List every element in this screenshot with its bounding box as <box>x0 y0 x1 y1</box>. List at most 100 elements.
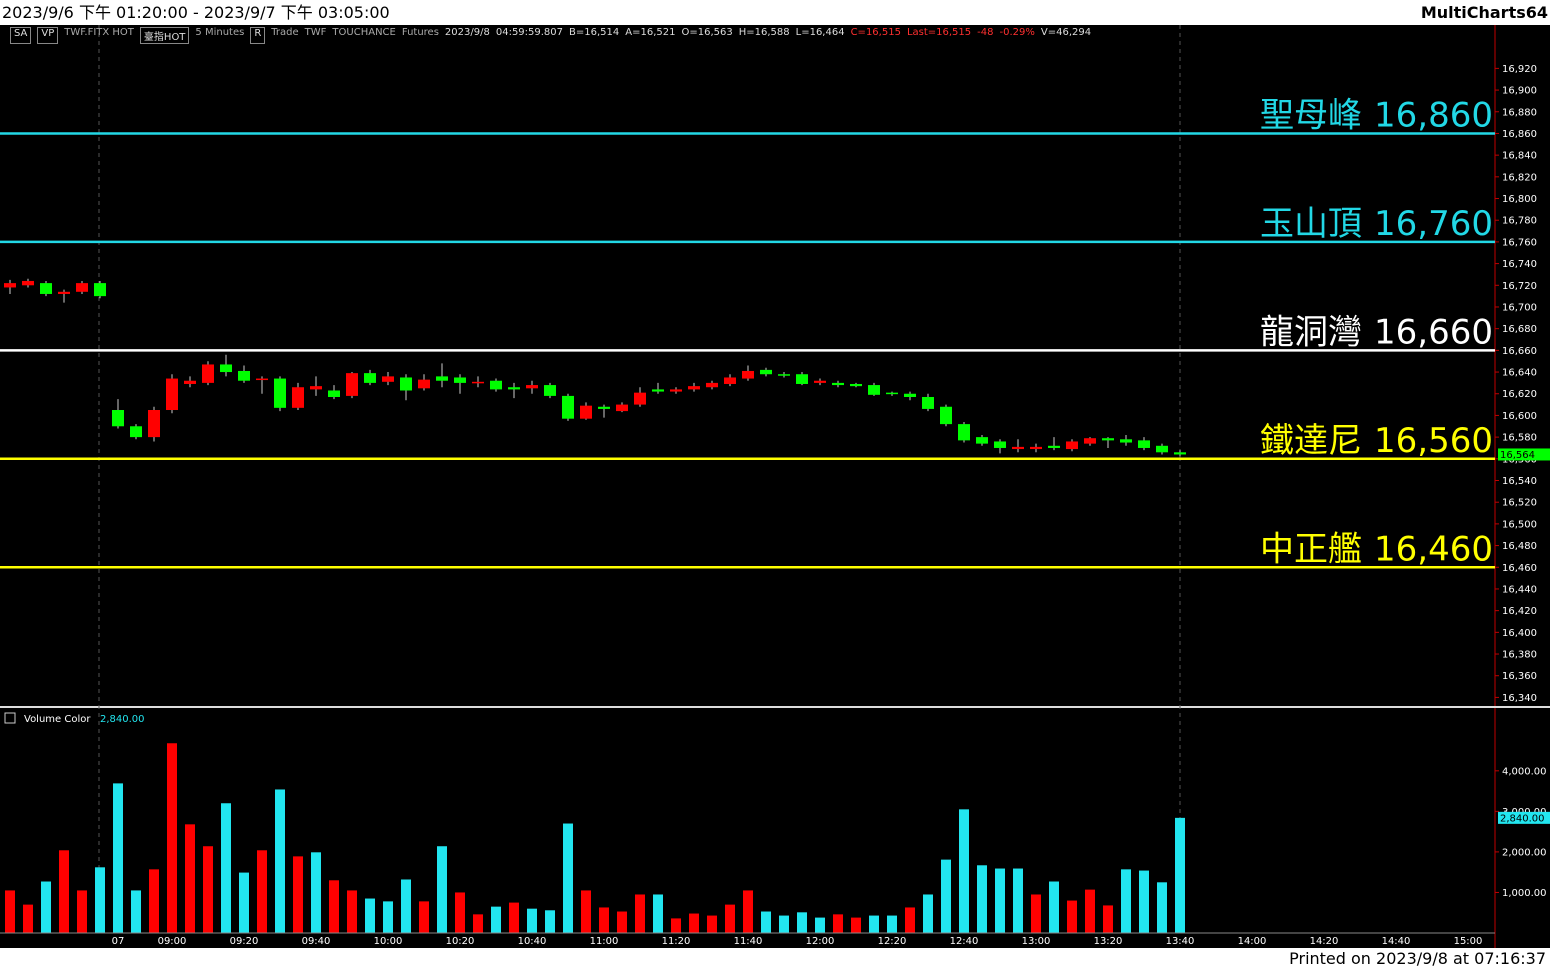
level-name: 玉山頂 <box>1260 204 1362 244</box>
y-tick-label: 16,520 <box>1502 498 1537 509</box>
volume-bar <box>815 917 825 933</box>
volume-bar <box>779 915 789 933</box>
candle-body <box>634 392 646 405</box>
candle-body <box>526 385 538 389</box>
toolbar-item[interactable]: 5 Minutes <box>195 27 245 38</box>
candle-body <box>76 283 88 292</box>
volume-bar <box>1157 882 1167 933</box>
candle-body <box>562 395 574 419</box>
x-tick-label: 15:00 <box>1454 936 1483 947</box>
candle-body <box>652 389 664 392</box>
candle-body <box>544 385 556 396</box>
chart: 16,340 16,360 16,380 16,400 16,420 16,440 16,4… <box>0 25 1550 948</box>
candle-body <box>130 426 142 438</box>
volume-bar <box>347 890 357 933</box>
candle-body <box>166 378 178 411</box>
candle-body <box>22 280 34 286</box>
toolbar-item: Trade <box>271 27 299 38</box>
candle-body <box>1102 438 1114 441</box>
toolbar: SA VP TWF.FITX HOT 臺指HOT 5 Minutes R Trade TWF T… <box>10 27 1091 44</box>
volume-bar <box>77 890 87 933</box>
volume-bar <box>887 915 897 933</box>
candle-body <box>1156 445 1168 453</box>
volume-bar <box>599 907 609 933</box>
level-name: 龍洞灣 <box>1260 312 1362 352</box>
candle-body <box>688 386 700 390</box>
candle-body <box>310 386 322 390</box>
volume-bar <box>941 859 951 933</box>
volume-bar <box>1103 905 1113 933</box>
x-tick-label: 07 <box>112 936 125 947</box>
x-tick-label: 09:40 <box>302 936 331 947</box>
toolbar-item: 04:59:59.807 <box>495 27 564 38</box>
toolbar-item[interactable]: SA <box>10 27 32 44</box>
volume-bar <box>131 890 141 933</box>
candle-body <box>706 382 718 388</box>
volume-bar <box>707 915 717 933</box>
footer-text: Printed on 2023/9/8 at 07:16:37 <box>1289 949 1546 968</box>
candle-body <box>256 378 268 381</box>
level-value: 16,560 <box>1374 421 1493 461</box>
candle-body <box>112 410 124 427</box>
y-tick-label: 16,460 <box>1502 563 1537 574</box>
level-label: 中正艦 16,460 <box>1260 529 1493 569</box>
toolbar-item: TWF <box>304 27 327 38</box>
candle-body <box>832 382 844 386</box>
candle-body <box>1030 446 1042 450</box>
level-name: 鐵達尼 <box>1260 421 1362 461</box>
y-tick-label: 16,800 <box>1502 194 1537 205</box>
volume-bar <box>59 850 69 933</box>
volume-bar <box>1031 894 1041 933</box>
y-tick-label: 4,000.00 <box>1502 766 1547 777</box>
y-tick-label: 16,540 <box>1502 476 1537 487</box>
y-tick-label: 16,880 <box>1502 107 1537 118</box>
toolbar-item: -48 <box>977 27 994 38</box>
volume-bar <box>689 913 699 933</box>
volume-bar <box>1175 817 1185 933</box>
volume-bar <box>5 890 15 933</box>
y-tick-label: 16,820 <box>1502 172 1537 183</box>
last-tag-label: 16,564 <box>1500 450 1535 461</box>
volume-bar <box>401 879 411 933</box>
volume-bar <box>293 856 303 933</box>
volume-bar <box>581 890 591 933</box>
candle-body <box>238 370 250 381</box>
volume-bar <box>869 915 879 933</box>
candle-body <box>796 374 808 384</box>
candle-body <box>814 380 826 383</box>
candle-body <box>742 370 754 379</box>
y-tick-label: 16,360 <box>1502 671 1537 682</box>
candle-body <box>58 291 70 294</box>
candle-body <box>1048 445 1060 448</box>
toolbar-item: B=16,514 <box>569 27 620 38</box>
toolbar-item: L=16,464 <box>795 27 845 38</box>
volume-bar <box>923 894 933 933</box>
volume-bar <box>563 823 573 933</box>
candle-body <box>400 377 412 391</box>
candle-body <box>4 283 16 288</box>
legend-box <box>4 712 16 724</box>
level-value: 16,860 <box>1374 95 1493 135</box>
candle-body <box>202 364 214 383</box>
toolbar-item[interactable]: 臺指HOT <box>139 27 190 44</box>
volume-bar <box>455 892 465 933</box>
candle-body <box>418 379 430 389</box>
candle-body <box>1066 441 1078 450</box>
toolbar-item[interactable]: R <box>250 27 266 44</box>
volume-bar <box>959 809 969 933</box>
toolbar-item: O=16,563 <box>681 27 733 38</box>
x-tick-label: 12:00 <box>806 936 835 947</box>
candle-body <box>382 376 394 382</box>
toolbar-item[interactable]: TWF.FITX HOT <box>64 27 134 38</box>
candle-body <box>184 380 196 384</box>
title-bar: 2023/9/6 下午 01:20:00 - 2023/9/7 下午 03:05… <box>0 0 1550 25</box>
level-name: 聖母峰 <box>1260 95 1362 135</box>
candle-body <box>994 441 1006 448</box>
volume-bar <box>653 894 663 933</box>
volume-bar <box>671 918 681 933</box>
toolbar-item[interactable]: VP <box>37 27 59 44</box>
volume-bar <box>527 908 537 933</box>
app-name: MultiCharts64 <box>1420 3 1548 22</box>
x-tick-label: 09:20 <box>230 936 259 947</box>
candle-body <box>598 406 610 409</box>
